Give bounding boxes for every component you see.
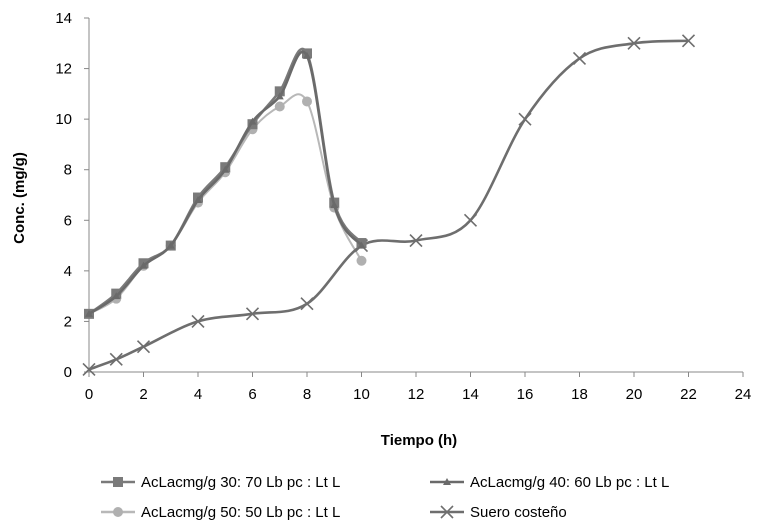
x-tick-label: 16 <box>517 386 534 403</box>
legend: AcLacmg/g 30: 70 Lb pc : Lt L AcLacmg/g 4… <box>101 474 669 521</box>
legend-marker <box>113 507 123 517</box>
x-tick-label: 20 <box>626 386 643 403</box>
series-2 <box>85 50 366 317</box>
data-point <box>681 34 696 48</box>
x-tick-label: 6 <box>248 386 256 403</box>
data-point <box>357 241 366 249</box>
x-tick-label: 22 <box>680 386 697 403</box>
axes <box>88 18 743 373</box>
data-point <box>300 297 314 311</box>
data-point <box>136 340 151 354</box>
data-point <box>303 51 311 59</box>
x-tick-label: 18 <box>571 386 588 403</box>
data-point <box>302 96 312 107</box>
data-point <box>166 241 175 249</box>
data-point <box>245 307 260 321</box>
x-tick-label: 24 <box>735 386 752 403</box>
data-point <box>572 51 587 66</box>
legend-marker <box>443 478 451 485</box>
data-point <box>463 213 478 227</box>
data-point <box>518 112 532 126</box>
legend-label: AcLacmg/g 30: 70 Lb pc : Lt L <box>141 474 340 491</box>
data-point <box>627 36 641 50</box>
data-point <box>85 309 93 317</box>
y-tick-label: 2 <box>64 313 72 330</box>
data-point <box>109 352 123 366</box>
y-tick-label: 14 <box>55 10 72 27</box>
series-layer <box>82 34 696 377</box>
y-tick-label: 10 <box>55 111 72 128</box>
legend-item-4: Suero costeño <box>430 504 567 521</box>
y-axis-title: Conc. (mg/g) <box>11 152 28 244</box>
data-point <box>82 362 96 377</box>
legend-marker <box>113 477 123 487</box>
x-tick-label: 10 <box>353 386 370 403</box>
y-axis-ticks: 0 2 4 6 8 10 12 14 <box>55 10 89 381</box>
data-point <box>139 261 148 269</box>
series-line <box>88 39 689 371</box>
y-tick-label: 8 <box>64 162 72 179</box>
series-1 <box>84 47 367 319</box>
legend-label: AcLacmg/g 40: 60 Lb pc : Lt L <box>470 474 669 491</box>
data-point <box>221 165 230 173</box>
x-tick-label: 8 <box>303 386 311 403</box>
legend-item-3: AcLacmg/g 50: 50 Lb pc : Lt L <box>101 504 340 521</box>
y-tick-label: 6 <box>64 212 72 229</box>
y-tick-label: 0 <box>64 364 72 381</box>
legend-item-1: AcLacmg/g 30: 70 Lb pc : Lt L <box>101 474 340 491</box>
y-tick-label: 4 <box>64 263 72 280</box>
x-tick-label: 2 <box>139 386 147 403</box>
x-axis-title: Tiempo (h) <box>381 432 457 449</box>
legend-label: AcLacmg/g 50: 50 Lb pc : Lt L <box>141 504 340 521</box>
data-point <box>191 314 205 328</box>
x-tick-label: 4 <box>194 386 202 403</box>
legend-label: Suero costeño <box>470 504 567 521</box>
data-point <box>274 86 285 97</box>
x-tick-label: 12 <box>408 386 425 403</box>
data-point <box>274 101 285 112</box>
data-point <box>356 255 367 266</box>
series-line <box>88 47 363 315</box>
data-point <box>330 201 339 209</box>
x-axis-ticks: 0 2 4 6 8 10 12 14 16 18 20 22 24 <box>85 372 752 403</box>
series-4 <box>82 34 696 377</box>
data-point <box>248 117 257 125</box>
legend-marker <box>440 505 454 519</box>
y-tick-label: 12 <box>55 61 72 78</box>
legend-item-2: AcLacmg/g 40: 60 Lb pc : Lt L <box>430 474 669 491</box>
data-point <box>275 92 284 100</box>
series-line <box>88 50 363 315</box>
data-point <box>194 196 202 204</box>
data-point <box>112 292 121 300</box>
x-tick-label: 14 <box>462 386 479 403</box>
data-point <box>409 233 423 248</box>
x-tick-label: 0 <box>85 386 93 403</box>
